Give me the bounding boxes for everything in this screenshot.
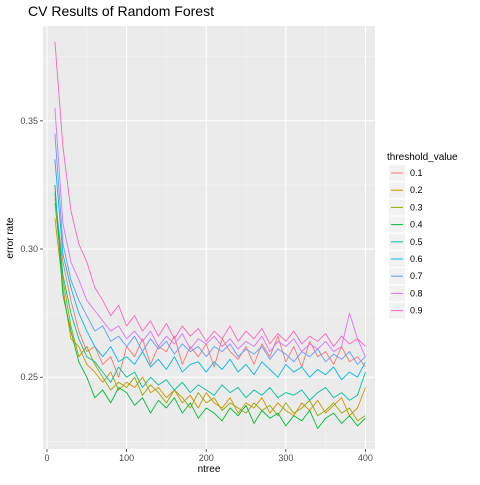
- x-tick-label: 0: [44, 453, 49, 463]
- series-line-0.8: [54, 107, 366, 357]
- x-tick-label: 100: [119, 453, 134, 463]
- y-axis-title: error rate: [5, 217, 16, 259]
- chart-title: CV Results of Random Forest: [28, 3, 214, 19]
- legend-item: 0.2: [389, 182, 423, 199]
- series-line-0.9: [54, 41, 366, 347]
- plot-panel: [43, 26, 375, 449]
- legend-item: 0.6: [389, 251, 423, 267]
- series-lines: [54, 41, 366, 429]
- legend-item: 0.1: [389, 165, 423, 181]
- y-tick-label: 0.25: [20, 372, 38, 382]
- y-tick-label: 0.35: [20, 116, 38, 126]
- series-line-0.6: [54, 159, 366, 381]
- legend-item: 0.9: [389, 302, 423, 319]
- x-axis: 0 100 200 300 400: [44, 449, 373, 463]
- legend-item: 0.4: [389, 216, 423, 233]
- x-tick-label: 200: [199, 453, 214, 463]
- legend-item: 0.8: [389, 285, 423, 302]
- legend-item: 0.5: [389, 233, 423, 250]
- legend-label: 0.4: [410, 220, 423, 230]
- series-line-0.7: [54, 133, 366, 365]
- y-tick-label: 0.30: [20, 244, 38, 254]
- legend-label: 0.2: [410, 185, 423, 195]
- legend-label: 0.9: [410, 306, 423, 316]
- legend-title: threshold_value: [387, 152, 458, 163]
- series-line-0.4: [54, 184, 366, 429]
- legend-label: 0.3: [410, 202, 423, 212]
- x-axis-title: ntree: [198, 464, 221, 475]
- legend-item: 0.3: [389, 199, 423, 216]
- y-axis: 0.25 0.30 0.35: [20, 116, 43, 382]
- x-tick-label: 400: [358, 453, 373, 463]
- legend-label: 0.8: [410, 288, 423, 298]
- legend-label: 0.1: [410, 168, 423, 178]
- legend-label: 0.7: [410, 271, 423, 281]
- legend-item: 0.7: [389, 268, 423, 285]
- x-tick-label: 300: [278, 453, 293, 463]
- series-line-0.5: [54, 192, 366, 401]
- legend: threshold_value 0.1 0.2 0.3 0.4 0.5 0.6 0.7 0.8…: [387, 152, 458, 319]
- legend-label: 0.6: [410, 254, 423, 264]
- series-line-0.3: [54, 202, 366, 422]
- gridlines: [43, 26, 375, 449]
- series-line-0.1: [54, 197, 366, 378]
- legend-label: 0.5: [410, 237, 423, 247]
